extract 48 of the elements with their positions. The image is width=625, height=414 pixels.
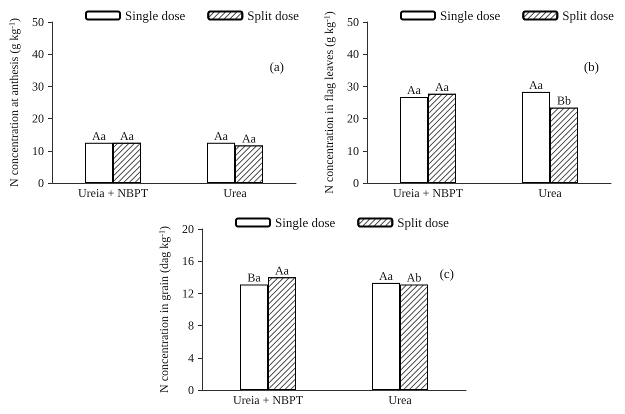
legend-label: Split dose	[562, 8, 614, 23]
y-tick-label: 30	[347, 79, 359, 94]
y-tick-label: 50	[32, 15, 44, 29]
data-label: Bb	[556, 94, 572, 108]
y-tick-label: 10	[347, 144, 359, 158]
y-tick-label: 30	[32, 79, 44, 94]
y-tick-label: 20	[347, 112, 359, 126]
x-tick-label: Ureia + NBPT	[232, 393, 304, 407]
data-label: Aa	[407, 83, 422, 98]
data-label: Aa	[435, 80, 450, 94]
y-tick-label: 0	[188, 383, 194, 397]
y-tick-label: 40	[347, 47, 359, 62]
y-tick-label: 0	[38, 176, 44, 190]
x-tick-label: Ureia + NBPT	[392, 186, 464, 200]
y-axis-title: N concentration in grain (dag kg-1)	[157, 226, 171, 393]
y-tick-label: 10	[32, 144, 44, 158]
legend-label: Split dose	[247, 8, 300, 23]
x-tick-label: Urea	[388, 393, 412, 407]
data-label: Aa	[92, 128, 107, 143]
y-tick-label: 0	[353, 176, 359, 190]
data-label: Ab	[406, 270, 422, 285]
data-label: Aa	[379, 268, 394, 283]
legend-label: Single dose	[440, 8, 501, 23]
annotation: (b)	[584, 59, 600, 74]
y-axis-title: N concentration in flag leaves (g kg-1)	[322, 11, 336, 194]
y-tick-label: 12	[182, 286, 194, 300]
y-tick-label: 50	[347, 15, 359, 29]
y-tick-label: 4	[188, 350, 194, 365]
legend-label: Split dose	[397, 215, 450, 230]
data-label: Aa	[214, 128, 229, 143]
data-label: Aa	[120, 128, 135, 143]
data-label: Aa	[529, 78, 544, 92]
data-label: Aa	[275, 263, 290, 278]
data-label: Ba	[247, 270, 262, 285]
y-tick-label: 16	[182, 254, 194, 268]
y-tick-label: 20	[182, 222, 194, 236]
legend-label: Single dose	[275, 215, 336, 230]
x-tick-label: Urea	[223, 186, 248, 200]
y-tick-label: 40	[32, 47, 44, 62]
annotation: (c)	[440, 266, 454, 281]
annotation: (a)	[270, 59, 284, 74]
x-tick-label: Urea	[538, 186, 562, 200]
y-tick-label: 8	[188, 318, 194, 333]
y-axis-title: N concentration at anthesis (g kg-1)	[7, 18, 21, 187]
legend-label: Single dose	[125, 8, 186, 23]
data-label: Aa	[242, 131, 257, 146]
y-tick-label: 20	[32, 112, 44, 126]
x-tick-label: Ureia + NBPT	[78, 186, 149, 200]
